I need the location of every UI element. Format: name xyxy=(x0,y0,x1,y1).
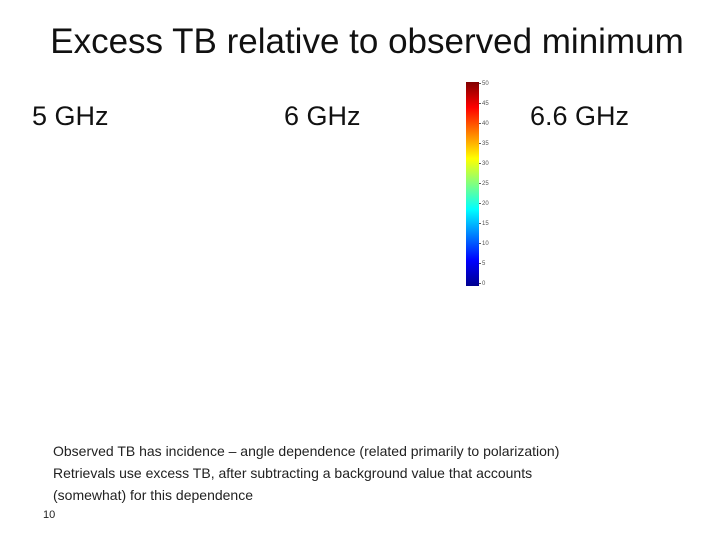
colorbar-tick-label: 10 xyxy=(479,241,489,247)
colorbar-tick-label: 50 xyxy=(479,81,489,87)
colorbar-tick-label: 20 xyxy=(479,201,489,207)
colorbar-tick-label: 25 xyxy=(479,181,489,187)
note-line-3: (somewhat) for this dependence xyxy=(53,487,253,503)
panel-label-6-6ghz: 6.6 GHz xyxy=(530,101,630,131)
colorbar-tick-label: 15 xyxy=(479,221,489,227)
panel-label-5ghz: 5 GHz xyxy=(32,101,109,131)
note-line-2: Retrievals use excess TB, after subtract… xyxy=(53,465,533,481)
panel-label-6ghz: 6 GHz xyxy=(284,101,361,131)
page-number: 10 xyxy=(43,509,56,521)
note-line-1: Observed TB has incidence – angle depend… xyxy=(53,443,560,459)
colorbar-tick-label: 35 xyxy=(479,141,489,147)
colorbar-tick-label: 0 xyxy=(479,281,485,287)
colorbar-tick-label: 45 xyxy=(479,101,489,107)
colorbar xyxy=(466,82,479,286)
slide-title: Excess TB relative to observed minimum xyxy=(50,22,684,61)
slide-notes: Observed TB has incidence – angle depend… xyxy=(53,440,693,506)
colorbar-tick-label: 5 xyxy=(479,261,485,267)
colorbar-tick-label: 40 xyxy=(479,121,489,127)
colorbar-tick-label: 30 xyxy=(479,161,489,167)
